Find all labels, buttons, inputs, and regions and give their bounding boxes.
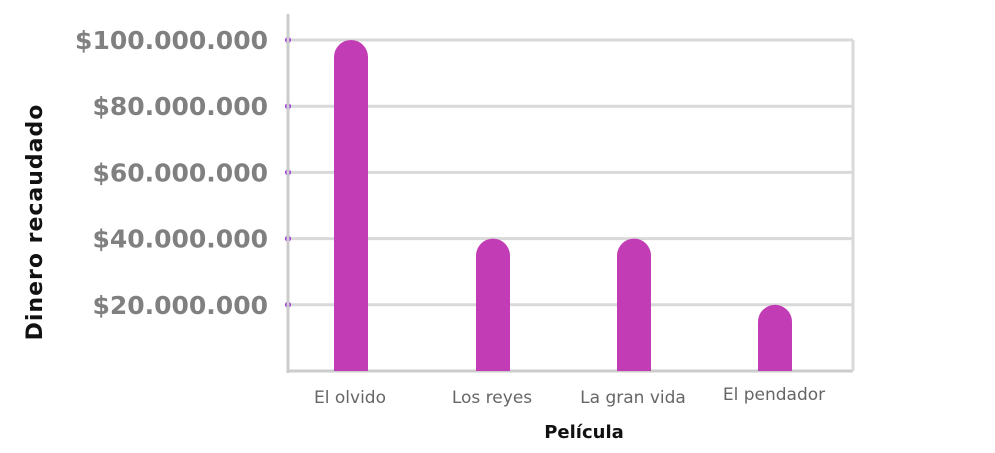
y-tick-label: $80.000.000 bbox=[92, 92, 268, 121]
axes bbox=[285, 14, 855, 373]
x-tick-label: El olvido bbox=[314, 388, 386, 408]
y-tick-labels: $20.000.000 $40.000.000 $60.000.000 $80.000… bbox=[75, 26, 268, 320]
x-axis-title: Película bbox=[544, 422, 624, 443]
bar bbox=[334, 40, 368, 371]
y-tick-label: $40.000.000 bbox=[92, 225, 268, 254]
grid-lines bbox=[288, 38, 853, 307]
y-axis-title: Dinero recaudado bbox=[23, 104, 48, 341]
x-tick-label: Los reyes bbox=[452, 388, 532, 408]
y-tick-label: $100.000.000 bbox=[75, 26, 268, 55]
x-tick-label: El pendador bbox=[723, 385, 825, 405]
bar bbox=[476, 238, 510, 371]
bars bbox=[334, 40, 792, 371]
x-tick-label: La gran vida bbox=[580, 388, 686, 408]
bar bbox=[758, 304, 792, 371]
x-tick-labels: El olvido Los reyes La gran vida El pendado… bbox=[314, 385, 825, 408]
y-tick-label: $60.000.000 bbox=[92, 158, 268, 187]
bar bbox=[617, 238, 651, 371]
y-tick-label: $20.000.000 bbox=[92, 291, 268, 320]
